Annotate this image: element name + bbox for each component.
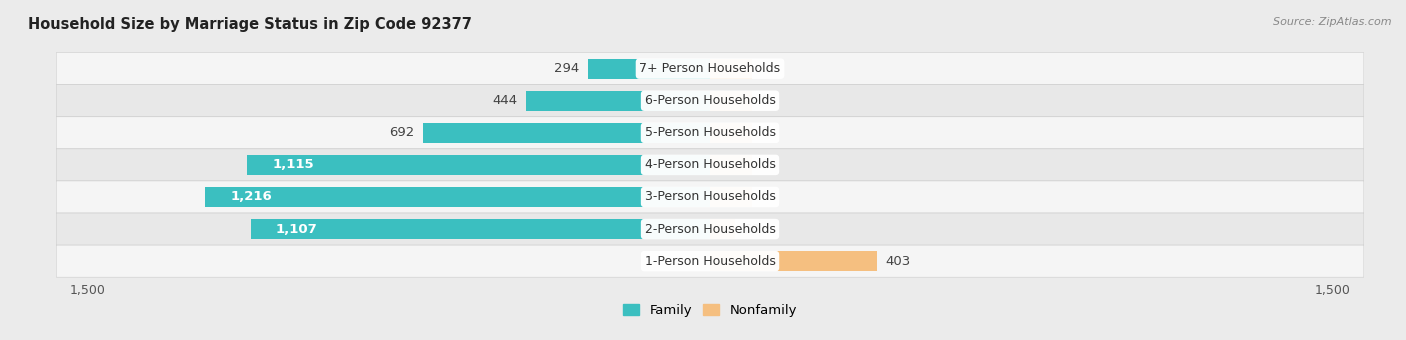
Text: 1,216: 1,216 [231, 190, 271, 203]
Text: 6-Person Households: 6-Person Households [644, 94, 776, 107]
Bar [205, 187, 710, 207]
Text: 4-Person Households: 4-Person Households [644, 158, 776, 171]
Bar [588, 59, 710, 79]
FancyBboxPatch shape [56, 245, 1364, 277]
FancyBboxPatch shape [56, 117, 1364, 149]
Text: 0: 0 [759, 190, 768, 203]
Text: 5-Person Households: 5-Person Households [644, 126, 776, 139]
Bar [710, 219, 735, 239]
Text: 294: 294 [554, 62, 579, 75]
Text: 60: 60 [744, 223, 761, 236]
FancyBboxPatch shape [56, 181, 1364, 213]
Bar [423, 123, 710, 143]
Bar [710, 59, 752, 79]
Text: 0: 0 [759, 62, 768, 75]
Text: Source: ZipAtlas.com: Source: ZipAtlas.com [1274, 17, 1392, 27]
Text: 7+ Person Households: 7+ Person Households [640, 62, 780, 75]
Bar [710, 251, 877, 271]
Bar [710, 123, 752, 143]
Bar [526, 91, 710, 111]
Bar [250, 219, 710, 239]
Text: 1,107: 1,107 [276, 223, 318, 236]
Text: 692: 692 [389, 126, 415, 139]
Bar [710, 91, 752, 111]
Bar [247, 155, 710, 175]
Text: 1-Person Households: 1-Person Households [644, 255, 776, 268]
Text: 0: 0 [759, 126, 768, 139]
Text: 1,115: 1,115 [273, 158, 314, 171]
Text: 6: 6 [759, 158, 768, 171]
FancyBboxPatch shape [56, 53, 1364, 85]
FancyBboxPatch shape [56, 213, 1364, 245]
Text: 2-Person Households: 2-Person Households [644, 223, 776, 236]
Text: 0: 0 [759, 94, 768, 107]
Bar [710, 155, 752, 175]
FancyBboxPatch shape [56, 149, 1364, 181]
Text: 3-Person Households: 3-Person Households [644, 190, 776, 203]
Text: 403: 403 [886, 255, 911, 268]
Bar [710, 187, 752, 207]
Legend: Family, Nonfamily: Family, Nonfamily [619, 298, 801, 322]
Text: 444: 444 [492, 94, 517, 107]
FancyBboxPatch shape [56, 85, 1364, 117]
Text: Household Size by Marriage Status in Zip Code 92377: Household Size by Marriage Status in Zip… [28, 17, 472, 32]
